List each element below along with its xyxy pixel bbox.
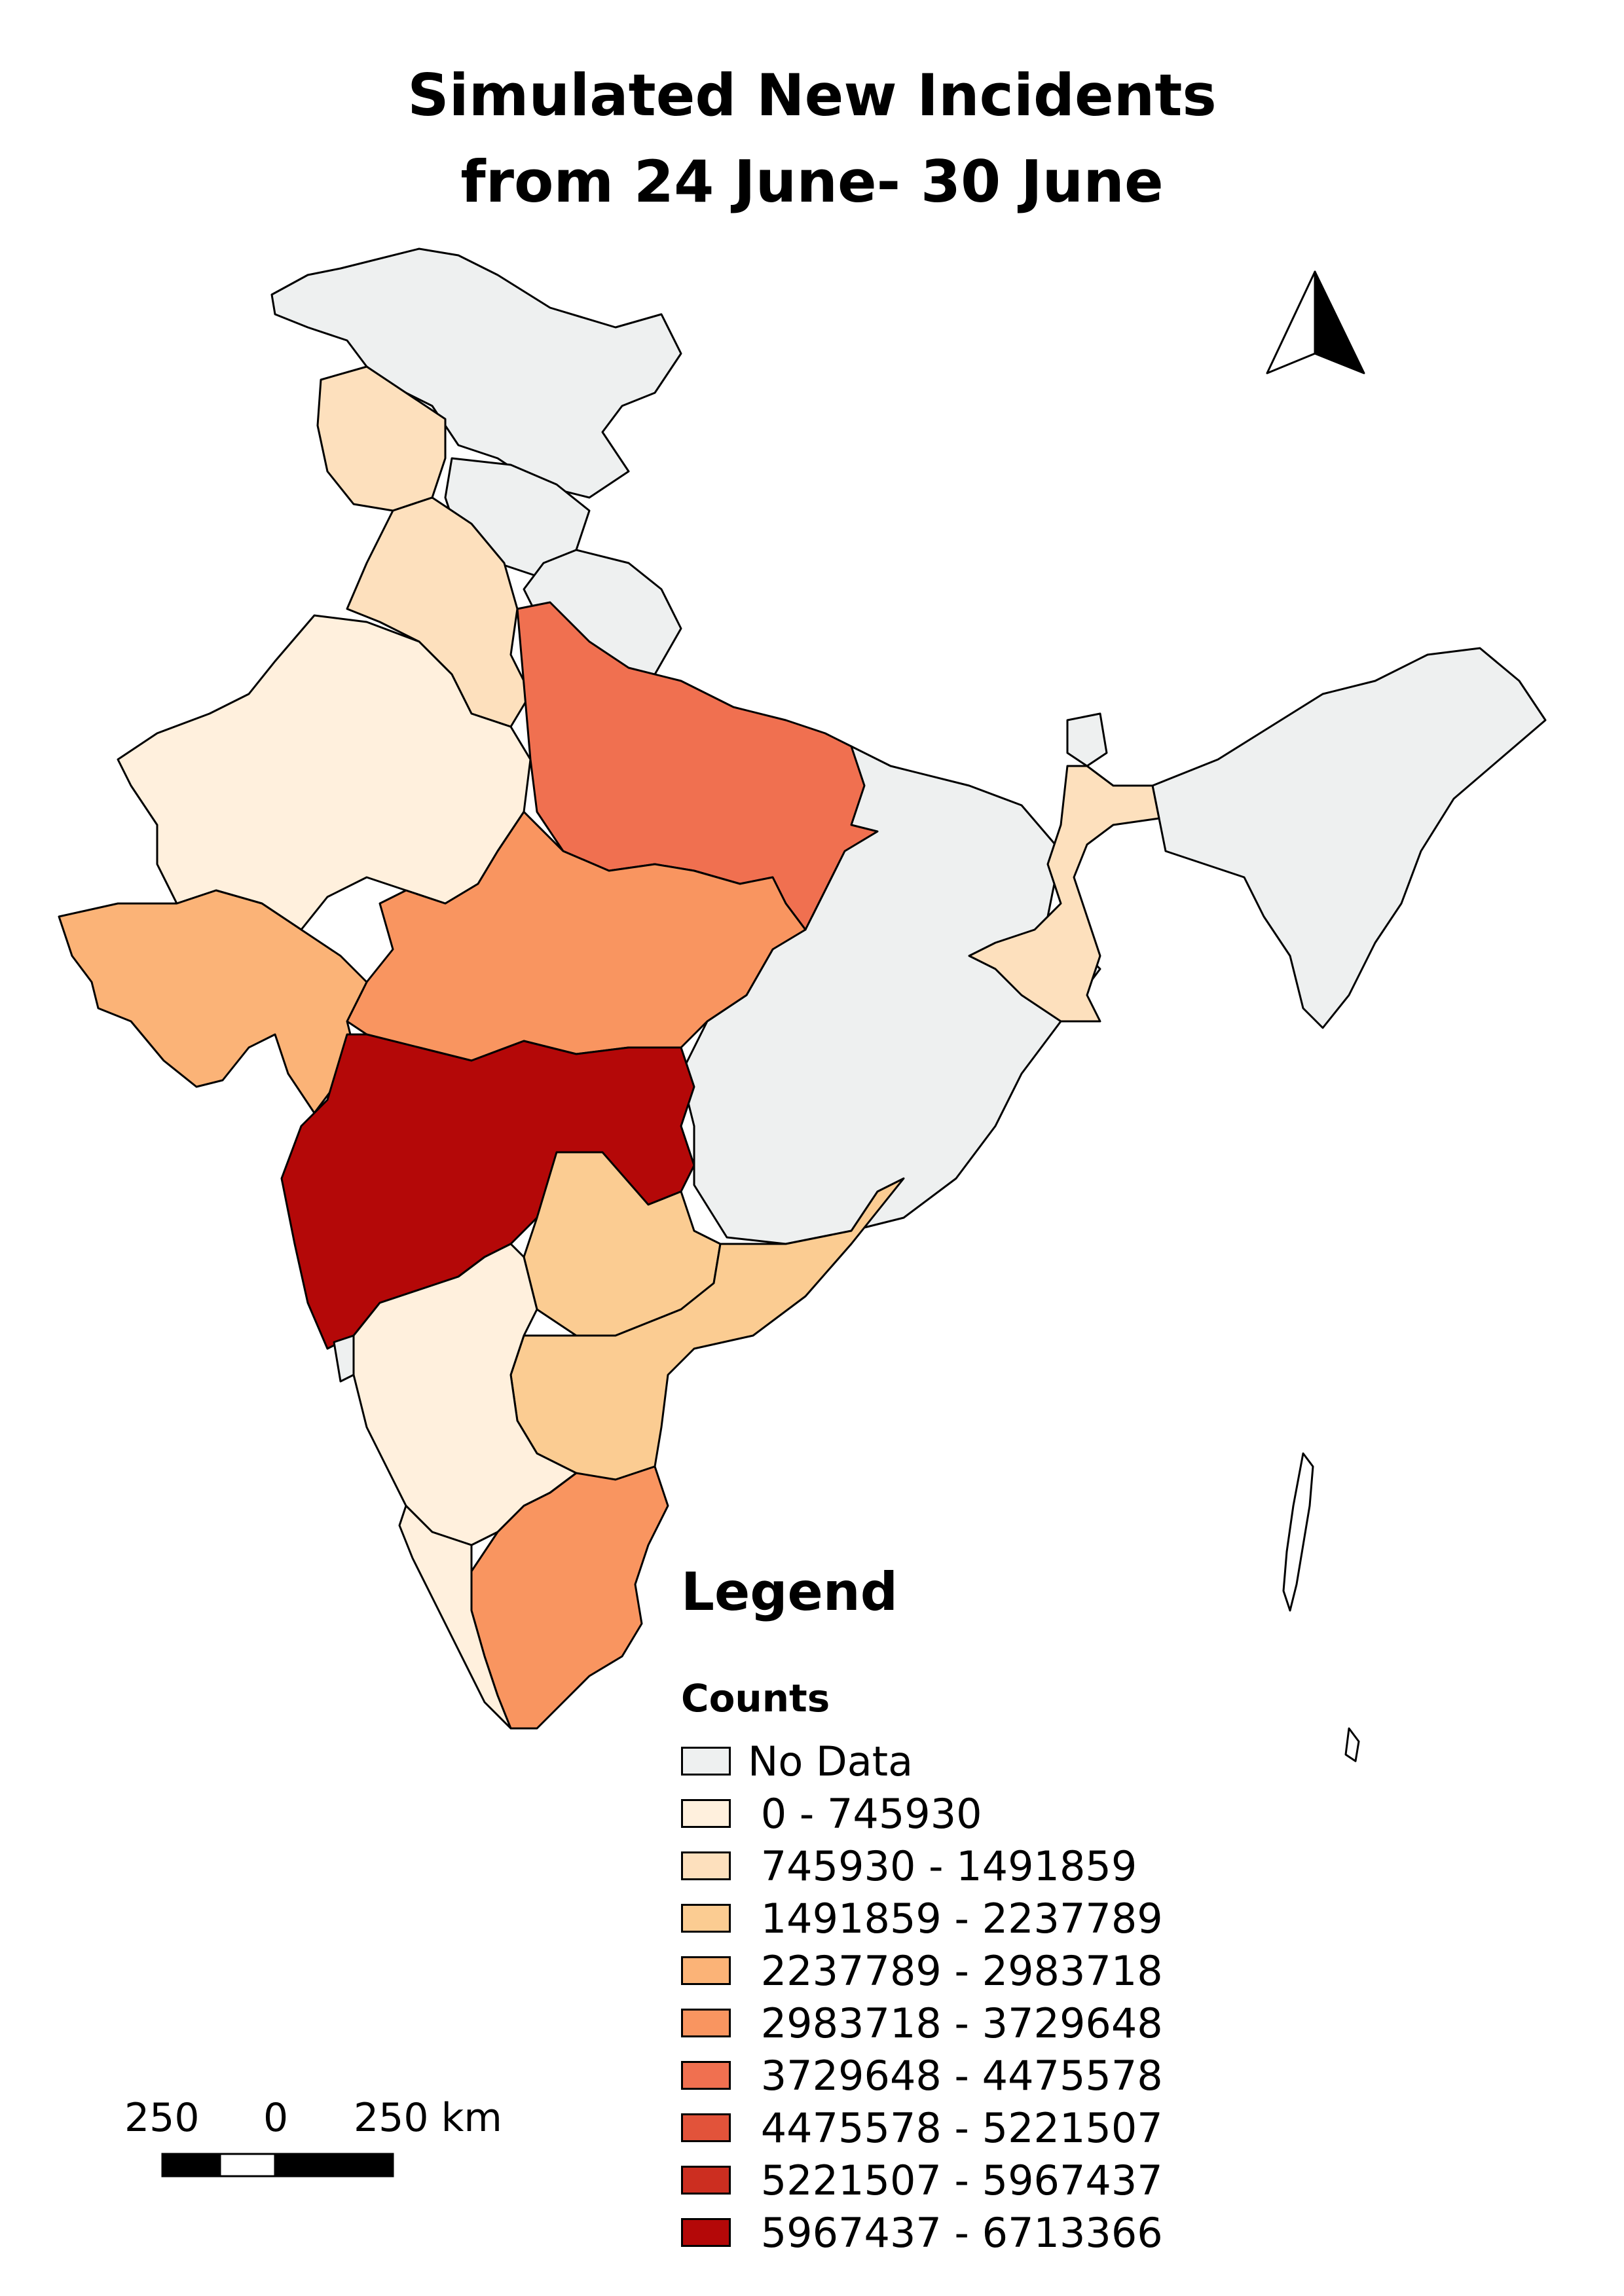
legend-list: No Data 0 - 745930 745930 - 1491859 1491…	[681, 1735, 1163, 2259]
legend-label: 5967437 - 6713366	[748, 2208, 1163, 2257]
legend-swatch	[681, 1799, 731, 1828]
north-arrow-icon	[1266, 270, 1365, 374]
legend-swatch	[681, 1956, 731, 1985]
map-title-line-2: from 24 June- 30 June	[460, 148, 1164, 215]
legend-subheading: Counts	[681, 1676, 830, 1721]
legend-heading: Legend	[681, 1561, 898, 1622]
region-northeast	[1151, 647, 1547, 1029]
region-gujarat	[58, 889, 368, 1114]
region-goa	[333, 1334, 355, 1383]
legend-label: 4475578 - 5221507	[748, 2104, 1163, 2152]
legend-swatch	[681, 2061, 731, 2090]
legend-swatch	[681, 2009, 731, 2037]
legend-item: 745930 - 1491859	[681, 1840, 1163, 1892]
legend-item: No Data	[681, 1735, 1163, 1787]
legend-label: 5221507 - 5967437	[748, 2156, 1163, 2204]
legend-swatch	[681, 2113, 731, 2142]
legend-item: 0 - 745930	[681, 1787, 1163, 1840]
legend-swatch	[681, 1747, 731, 1776]
legend-item: 2983718 - 3729648	[681, 1997, 1163, 2049]
legend-label: 745930 - 1491859	[748, 1842, 1137, 1890]
region-sikkim	[1066, 712, 1108, 767]
scale-label-right: 250 km	[354, 2095, 502, 2141]
scale-label-zero: 0	[263, 2095, 289, 2141]
scale-label-left: 250	[124, 2095, 200, 2141]
legend-item: 3729648 - 4475578	[681, 2049, 1163, 2102]
legend-item: 4475578 - 5221507	[681, 2102, 1163, 2154]
map-title-line-1: Simulated New Incidents	[407, 62, 1217, 129]
legend-swatch	[681, 1904, 731, 1933]
region-rajasthan	[117, 614, 532, 931]
region-andaman-islands	[1282, 1452, 1314, 1612]
legend-label: No Data	[748, 1737, 913, 1785]
legend-label: 2983718 - 3729648	[748, 1999, 1163, 2047]
legend-item: 1491859 - 2237789	[681, 1892, 1163, 1944]
legend-label: 1491859 - 2237789	[748, 1894, 1163, 1942]
legend-label: 3729648 - 4475578	[748, 2051, 1163, 2100]
region-west-bengal	[968, 765, 1160, 1023]
region-karnataka	[352, 1243, 578, 1546]
legend-swatch	[681, 2218, 731, 2247]
legend-item: 2237789 - 2983718	[681, 1944, 1163, 1997]
legend-item: 5967437 - 6713366	[681, 2206, 1163, 2259]
legend-swatch	[681, 1851, 731, 1880]
region-nicobar-islands	[1344, 1727, 1360, 1762]
legend-label: 0 - 745930	[748, 1789, 982, 1838]
legend-swatch	[681, 2166, 731, 2195]
region-kerala	[398, 1504, 512, 1730]
scale-bar	[161, 2153, 394, 2178]
legend-label: 2237789 - 2983718	[748, 1946, 1163, 1995]
legend-item: 5221507 - 5967437	[681, 2154, 1163, 2206]
